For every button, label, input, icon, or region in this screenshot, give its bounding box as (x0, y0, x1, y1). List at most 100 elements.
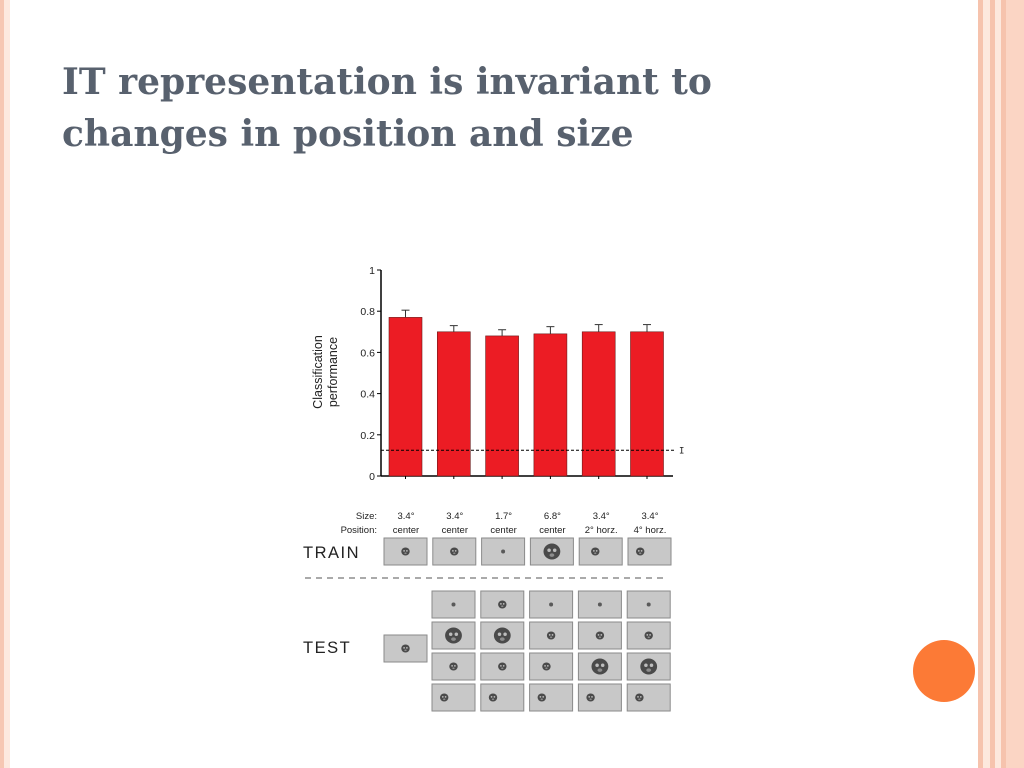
stimulus-thumbnail (577, 621, 622, 650)
decorative-orange-circle (913, 640, 975, 702)
monkey-face-icon (493, 627, 511, 644)
face-outline (537, 693, 546, 702)
face-eye (649, 634, 651, 636)
chance-level-marker: I (679, 446, 684, 456)
face-eye (403, 550, 405, 552)
condition-position: center (539, 525, 565, 536)
face-eye (502, 603, 505, 605)
condition-position: 2° horz. (585, 525, 618, 536)
stimulus-thumbnail (577, 590, 622, 619)
face-eye (548, 634, 551, 636)
face-muzzle (501, 667, 504, 670)
right-border-stripe (978, 0, 983, 768)
thumbnail-frame (480, 683, 525, 712)
slide-title: IT representation is invariant to change… (62, 56, 922, 160)
slide-title-line-2: changes in position and size (62, 113, 634, 155)
condition-size: 3.4° (397, 511, 414, 522)
thumbnail-frame (431, 621, 476, 650)
face-outline (591, 658, 609, 675)
train-row: TRAIN (303, 537, 672, 566)
stimulus-thumbnail (383, 537, 428, 566)
face-eye (546, 665, 549, 667)
thumbnail-frame (626, 683, 671, 712)
face-eye (452, 550, 454, 552)
thumbnail-frame (529, 683, 574, 712)
y-axis-label: Classificationperformance (311, 335, 340, 409)
face-eye (544, 665, 546, 667)
face-eye (600, 663, 605, 668)
stimulus-thumbnail (480, 621, 525, 650)
face-eye (640, 550, 643, 552)
stimulus-thumbnail (626, 652, 671, 681)
monkey-face-icon (498, 662, 507, 671)
face-muzzle (597, 668, 603, 672)
condition-size: 1.7° (495, 511, 512, 522)
face-outline (498, 662, 507, 671)
y-tick-label: 0.8 (360, 306, 375, 318)
face-outline (546, 631, 556, 640)
stimulus-thumbnail (578, 537, 623, 566)
face-muzzle (491, 698, 495, 701)
stimulus-thumbnail (383, 634, 428, 663)
face-eye (591, 696, 593, 698)
y-tick-label: 0.4 (360, 389, 375, 401)
bar (485, 335, 519, 477)
condition-size: 3.4° (593, 511, 610, 522)
thumbnail-frame (627, 537, 672, 566)
thumbnail-frame (383, 634, 428, 663)
monkey-face-icon (449, 662, 458, 671)
slide-title-line-1: IT representation is invariant to (62, 61, 712, 103)
face-muzzle (598, 636, 602, 639)
face-eye (637, 550, 640, 552)
stimulus-thumbnail (627, 537, 672, 566)
face-outline (440, 693, 449, 702)
face-outline (450, 547, 459, 556)
stimulus-thumbnail (529, 683, 574, 712)
bar (436, 331, 471, 477)
y-axis-label-line: performance (326, 337, 340, 407)
face-muzzle (501, 605, 504, 608)
face-eye (497, 632, 502, 637)
face-outline (543, 543, 561, 560)
face-muzzle (646, 668, 652, 672)
face-muzzle (451, 637, 456, 641)
face-muzzle (499, 637, 505, 641)
stimulus-thumbnail (480, 683, 525, 712)
condition-position: 4° horz. (634, 525, 667, 536)
face-muzzle (404, 552, 407, 555)
monkey-face-icon (595, 631, 605, 640)
face-eye (595, 663, 599, 668)
face-outline (445, 627, 462, 644)
face-eye (595, 550, 598, 552)
face-eye (542, 696, 545, 698)
face-eye (493, 696, 496, 698)
face-muzzle (549, 553, 555, 557)
face-eye (592, 550, 595, 552)
face-eye (451, 665, 453, 667)
bar-chart: 0 0.2 0.4 0.6 0.8 1 Classificationperformance I (311, 265, 684, 483)
face-muzzle (540, 698, 543, 701)
monkey-face-icon (636, 547, 645, 556)
condition-size: 3.4° (446, 511, 463, 522)
monkey-face-icon (644, 631, 653, 640)
stimulus-thumbnail (481, 537, 526, 566)
thumbnail-frame (383, 537, 428, 566)
y-tick-label: 1 (369, 265, 375, 277)
face-eye (502, 665, 505, 667)
face-eye (588, 696, 591, 698)
bar (630, 331, 664, 477)
stimulus-thumbnail (431, 590, 476, 619)
monkey-face-icon (401, 644, 410, 653)
test-grid: TEST (303, 590, 671, 712)
face-icon (646, 602, 651, 607)
right-border-stripe (983, 0, 990, 768)
right-border-stripe (1001, 0, 1006, 768)
monkey-face-icon (542, 662, 551, 671)
size-label: Size: (356, 511, 377, 522)
face-eye (454, 665, 456, 667)
stimulus-thumbnail (626, 590, 671, 619)
face-outline (401, 547, 410, 556)
face-eye (454, 632, 459, 637)
y-tick-label: 0.2 (360, 430, 375, 442)
